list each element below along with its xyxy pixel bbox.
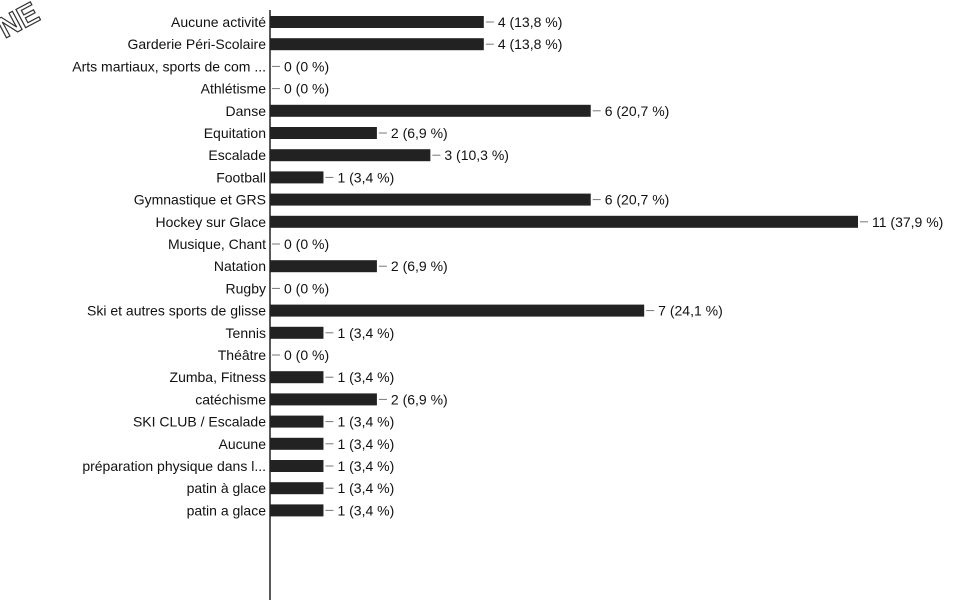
watermark: NE xyxy=(0,0,45,45)
bar xyxy=(270,16,484,28)
bar xyxy=(270,415,324,428)
data-label: 1 (3,4 %) xyxy=(337,169,394,185)
bar xyxy=(270,460,324,472)
data-label: 6 (20,7 %) xyxy=(605,192,670,208)
bar xyxy=(270,393,377,406)
category-label: patin à glace xyxy=(187,480,267,496)
category-label: Rugby xyxy=(226,280,266,296)
category-label: Aucune activité xyxy=(171,14,266,30)
data-label: 0 (0 %) xyxy=(284,81,329,97)
bar xyxy=(270,171,324,184)
data-label: 0 (0 %) xyxy=(284,58,329,74)
data-label: 0 (0 %) xyxy=(284,347,329,363)
category-label: Equitation xyxy=(204,125,266,141)
category-label: Escalade xyxy=(208,147,266,163)
category-label: patin a glace xyxy=(187,502,267,518)
bar xyxy=(270,371,324,384)
bar xyxy=(270,215,858,228)
category-label: Danse xyxy=(226,103,267,119)
category-label: Football xyxy=(216,169,266,185)
bar xyxy=(270,38,484,51)
bar xyxy=(270,437,324,450)
data-label: 3 (10,3 %) xyxy=(444,147,509,163)
category-label: Théâtre xyxy=(218,347,266,363)
data-label: 0 (0 %) xyxy=(284,236,329,252)
bar xyxy=(270,482,324,495)
category-label: Aucune xyxy=(219,436,267,452)
data-label: 2 (6,9 %) xyxy=(391,258,448,274)
category-label: Garderie Péri-Scolaire xyxy=(128,36,267,52)
data-label: 4 (13,8 %) xyxy=(498,14,563,30)
bar xyxy=(270,193,591,206)
category-label: Gymnastique et GRS xyxy=(134,192,266,208)
bar xyxy=(270,326,324,339)
data-label: 1 (3,4 %) xyxy=(337,502,394,518)
data-label: 7 (24,1 %) xyxy=(658,303,723,319)
data-label: 2 (6,9 %) xyxy=(391,391,448,407)
category-label: Natation xyxy=(214,258,266,274)
data-label: 1 (3,4 %) xyxy=(337,414,394,430)
category-label: catéchisme xyxy=(195,391,266,407)
category-label: Athlétisme xyxy=(201,81,267,97)
bar xyxy=(270,304,645,317)
bar xyxy=(270,504,324,517)
bar-marks: Aucune activité 4 (13,8 %) Garderie Péri-S… xyxy=(72,14,943,518)
category-label: Hockey sur Glace xyxy=(156,214,267,230)
data-label: 1 (3,4 %) xyxy=(337,480,394,496)
category-label: Ski et autres sports de glisse xyxy=(87,303,266,319)
category-label: Musique, Chant xyxy=(168,236,266,252)
bar xyxy=(270,104,591,117)
data-label: 11 (37,9 %) xyxy=(872,214,943,230)
data-label: 4 (13,8 %) xyxy=(498,36,563,52)
bar xyxy=(270,127,377,139)
data-label: 1 (3,4 %) xyxy=(337,458,394,474)
bar xyxy=(270,260,377,273)
category-label: SKI CLUB / Escalade xyxy=(133,414,266,430)
data-label: 1 (3,4 %) xyxy=(337,369,394,385)
category-label: Zumba, Fitness xyxy=(170,369,266,385)
category-label: Tennis xyxy=(226,325,266,341)
data-label: 2 (6,9 %) xyxy=(391,125,448,141)
category-label: Arts martiaux, sports de com ... xyxy=(72,58,266,74)
data-label: 0 (0 %) xyxy=(284,280,329,296)
data-label: 1 (3,4 %) xyxy=(337,325,394,341)
data-label: 1 (3,4 %) xyxy=(337,436,394,452)
bar xyxy=(270,149,431,162)
data-label: 6 (20,7 %) xyxy=(605,103,670,119)
category-label: préparation physique dans l... xyxy=(82,458,266,474)
